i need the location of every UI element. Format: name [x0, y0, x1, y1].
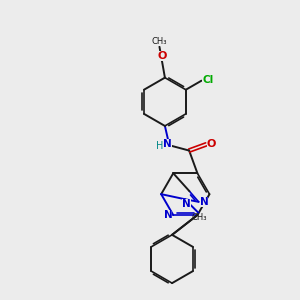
Text: N: N — [164, 210, 172, 220]
Text: O: O — [207, 139, 216, 149]
Text: H: H — [156, 141, 164, 151]
Text: Cl: Cl — [202, 75, 214, 85]
Text: CH₃: CH₃ — [191, 213, 207, 222]
Text: CH₃: CH₃ — [152, 37, 167, 46]
Text: N: N — [200, 197, 208, 207]
Text: N: N — [164, 139, 172, 149]
Text: N: N — [182, 199, 191, 208]
Text: O: O — [157, 51, 167, 61]
